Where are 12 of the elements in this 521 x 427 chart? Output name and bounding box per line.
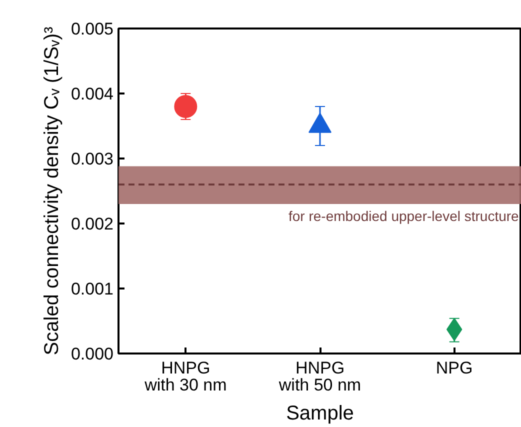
y-tick-label: 0.002 [70, 214, 114, 234]
x-tick-label: HNPG with 30 nm [144, 358, 227, 395]
x-tick-label: NPG [436, 358, 473, 378]
x-tick-label: HNPG with 50 nm [278, 358, 362, 395]
y-tick-label: 0.003 [70, 150, 114, 168]
y-tick-label: 0.000 [70, 344, 114, 364]
band-label: for re-embodied upper-level structure [288, 208, 520, 224]
y-axis-title: Scaled connectivity density Cᵥ (1/Sᵥ)³ [40, 26, 63, 356]
y-tick-label: 0.004 [70, 84, 114, 104]
y-tick-label: 0.005 [70, 20, 114, 38]
y-tick-label: 0.001 [70, 280, 114, 298]
x-axis-title: Sample [286, 402, 354, 425]
